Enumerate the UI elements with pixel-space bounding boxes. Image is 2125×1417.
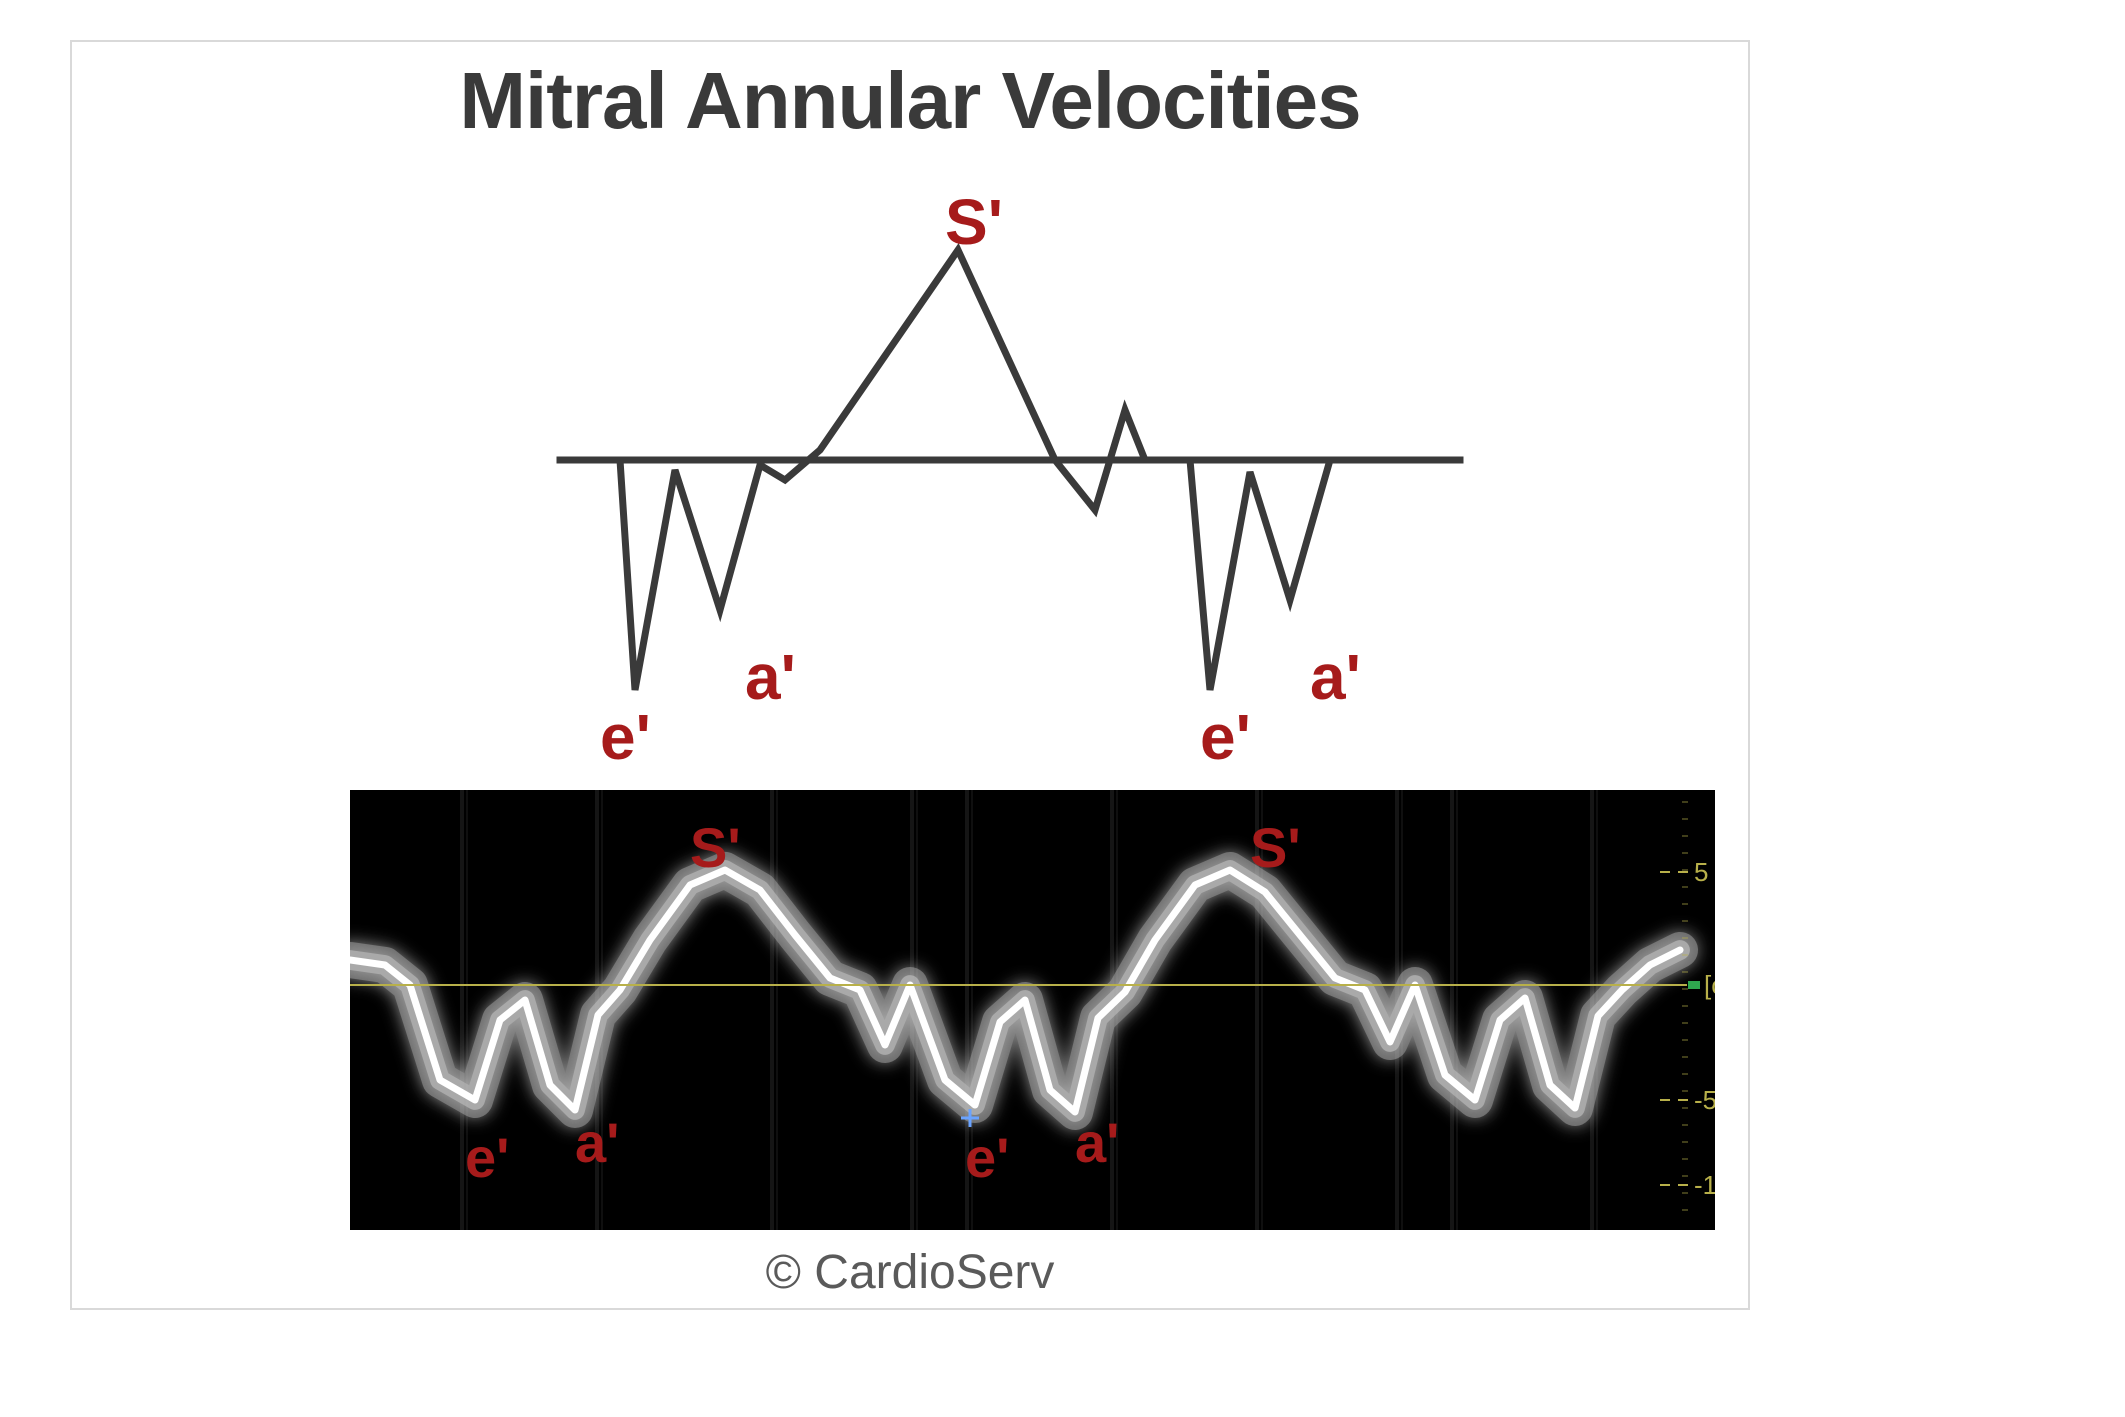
svg-text:5: 5 <box>1694 857 1708 887</box>
doppler-wave-label: S' <box>690 815 741 880</box>
schematic-wave-label: a' <box>1310 640 1361 714</box>
doppler-wave-label: e' <box>965 1125 1009 1190</box>
doppler-wave-label: a' <box>1075 1110 1119 1175</box>
schematic-wave-label: e' <box>1200 700 1251 774</box>
diagram-title: Mitral Annular Velocities <box>70 55 1750 147</box>
copyright-text: © CardioServ <box>70 1245 1750 1300</box>
doppler-wave-label: e' <box>465 1125 509 1190</box>
schematic-wave-label: S' <box>945 185 1003 259</box>
schematic-wave-label: a' <box>745 640 796 714</box>
doppler-wave-label: a' <box>575 1110 619 1175</box>
doppler-panel: [cm/s]5-5-10 <box>350 790 1715 1230</box>
doppler-wave-label: S' <box>1250 815 1301 880</box>
svg-text:-5: -5 <box>1694 1085 1717 1115</box>
schematic-wave-label: e' <box>600 700 651 774</box>
